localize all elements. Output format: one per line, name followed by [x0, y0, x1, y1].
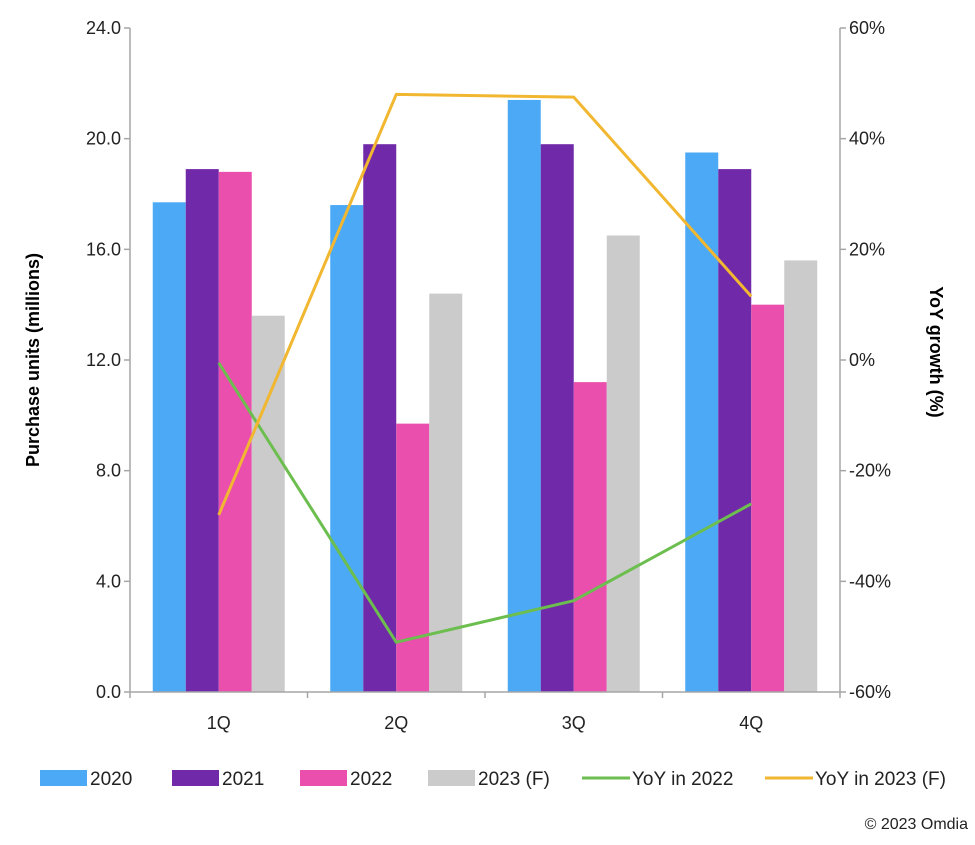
y2-tick-label: 60% [849, 18, 885, 38]
x-tick-label-3q: 3Q [562, 713, 586, 733]
line-yoy-in-2022 [217, 361, 752, 644]
lines-layer [217, 92, 753, 644]
copyright-text: © 2023 Omdia [865, 816, 969, 833]
bar-2020-1q [152, 202, 186, 693]
legend-swatch-2021 [172, 770, 219, 786]
y-tick-label: 4.0 [96, 571, 121, 591]
y-axis-title: Purchase units (millions) [23, 253, 43, 467]
bar-2022-2q [396, 423, 430, 692]
y-tick-label: 12.0 [86, 350, 121, 370]
y-tick-label: 8.0 [96, 461, 121, 481]
y2-tick-label: 40% [849, 129, 885, 149]
y2-axis-title: YoY growth (%) [926, 286, 946, 417]
legend-swatch-2020 [40, 770, 87, 786]
legend-label-2022: 2022 [350, 769, 392, 790]
y2-tick-label: -20% [849, 461, 891, 481]
y2-axis-ticks: -60% -40% -20% 0% 20% 40% 60% [840, 18, 891, 702]
legend-label-2021: 2021 [222, 769, 264, 790]
y-tick-label: 20.0 [86, 129, 121, 149]
x-tick-label-4q: 4Q [739, 713, 763, 733]
bar-2020-2q [330, 205, 364, 693]
legend-label-2023-f: 2023 (F) [478, 769, 550, 790]
y2-tick-label: 0% [849, 350, 875, 370]
line-yoy-in-2023-f [217, 92, 753, 516]
legend-label-2020: 2020 [90, 769, 132, 790]
bar-2021-2q [363, 144, 397, 692]
y-axis-ticks: 0.0 4.0 8.0 12.0 16.0 20.0 24.0 [86, 18, 130, 702]
legend-label-yoy-in-2023-f: YoY in 2023 (F) [815, 769, 946, 790]
bar-2023-f-1q [251, 315, 285, 692]
legend-swatch-2022 [300, 770, 347, 786]
bar-2020-3q [507, 99, 541, 692]
y-tick-label: 16.0 [86, 239, 121, 259]
bar-2023-f-4q [784, 260, 818, 692]
bar-2021-3q [540, 144, 574, 692]
bar-2022-3q [573, 382, 607, 692]
bars-layer [152, 99, 818, 693]
bar-2021-4q [718, 169, 752, 693]
y2-tick-label: -60% [849, 682, 891, 702]
legend-label-yoy-in-2022: YoY in 2022 [632, 769, 733, 790]
y2-tick-label: -40% [849, 571, 891, 591]
bar-2020-4q [685, 152, 719, 692]
bar-2023-f-2q [429, 293, 463, 692]
y2-tick-label: 20% [849, 239, 885, 259]
bar-2022-1q [218, 171, 252, 692]
legend: 2020 2021 2022 2023 (F) YoY in 2022 YoY in 20… [40, 769, 946, 790]
bar-2022-4q [751, 304, 785, 692]
x-axis-ticks: 1Q 2Q 3Q 4Q [129, 692, 841, 733]
bar-2023-f-3q [606, 235, 640, 692]
x-tick-label-1q: 1Q [207, 713, 231, 733]
y-tick-label: 0.0 [96, 682, 121, 702]
legend-swatch-2023-f [428, 770, 475, 786]
y-tick-label: 24.0 [86, 18, 121, 38]
x-tick-label-2q: 2Q [384, 713, 408, 733]
bar-2021-1q [185, 169, 219, 693]
